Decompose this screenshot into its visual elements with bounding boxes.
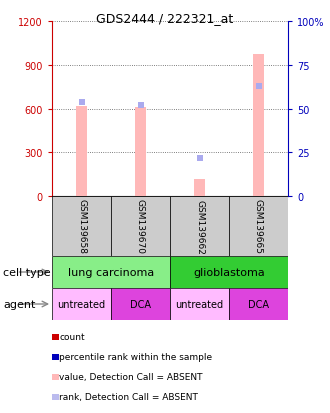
Bar [52,197,111,256]
Bar [135,107,146,197]
Bar [111,288,170,320]
Bar [52,288,111,320]
Text: GSM139662: GSM139662 [195,199,204,254]
Text: DCA: DCA [248,299,269,309]
Bar [52,256,170,288]
Text: untreated: untreated [176,299,223,309]
Bar [229,288,288,320]
Bar [111,197,170,256]
Text: GSM139670: GSM139670 [136,199,145,254]
Text: untreated: untreated [57,299,106,309]
Bar [76,106,87,197]
Bar [229,197,288,256]
Text: cell type: cell type [3,267,51,277]
Text: rank, Detection Call = ABSENT: rank, Detection Call = ABSENT [59,392,198,401]
Text: count: count [59,333,85,342]
Text: GDS2444 / 222321_at: GDS2444 / 222321_at [96,12,234,25]
Bar [253,55,264,197]
Text: percentile rank within the sample: percentile rank within the sample [59,353,213,362]
Text: DCA: DCA [130,299,151,309]
Text: GSM139665: GSM139665 [254,199,263,254]
Bar [170,288,229,320]
Text: value, Detection Call = ABSENT: value, Detection Call = ABSENT [59,373,203,382]
Bar [170,197,229,256]
Text: glioblastoma: glioblastoma [193,267,265,277]
Text: GSM139658: GSM139658 [77,199,86,254]
Text: lung carcinoma: lung carcinoma [68,267,154,277]
Text: agent: agent [3,299,36,309]
Bar [170,256,288,288]
Bar [194,180,205,197]
